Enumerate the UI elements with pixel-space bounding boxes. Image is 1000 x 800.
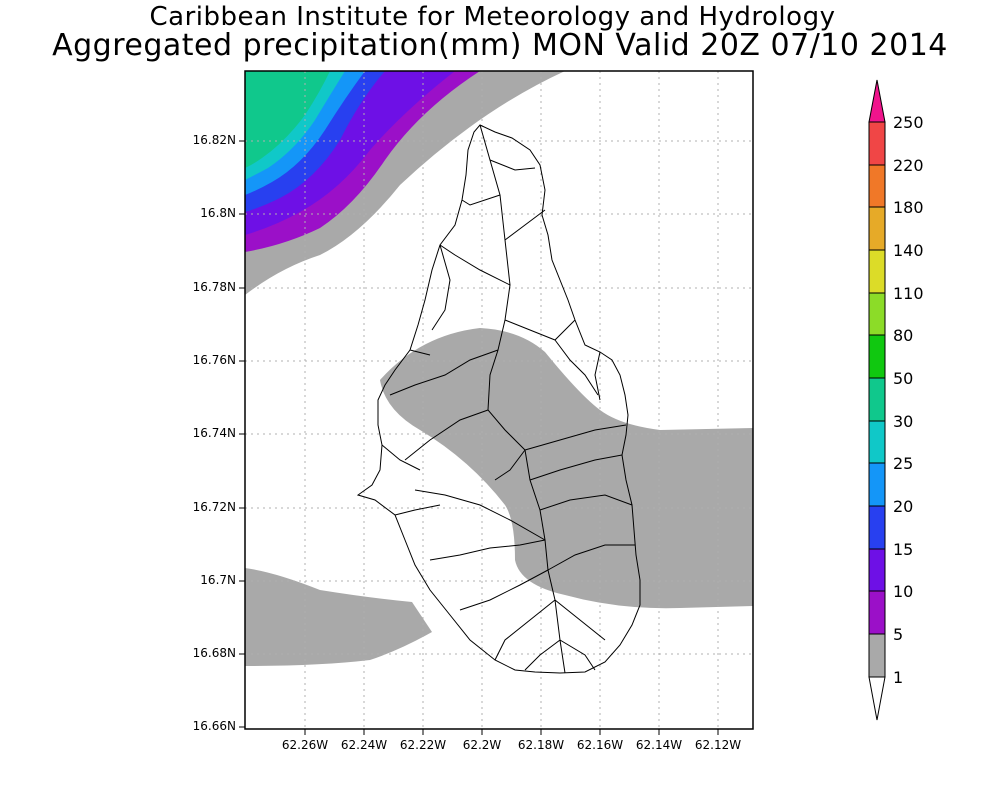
- colorbar-bottom-arrow: [868, 676, 886, 721]
- colorbar: [868, 79, 886, 721]
- precip-1-5-southwest: [245, 568, 432, 666]
- x-tick-label: 62.26W: [281, 738, 329, 752]
- colorbar-top-arrow: [868, 79, 886, 123]
- y-tick-label: 16.82N: [192, 133, 236, 147]
- colorbar-label: 50: [893, 369, 914, 388]
- colorbar-label: 220: [893, 156, 924, 175]
- x-tick-label: 62.24W: [340, 738, 388, 752]
- x-tick-label: 62.18W: [517, 738, 565, 752]
- colorbar-label: 140: [893, 241, 924, 260]
- y-tick-label: 16.78N: [192, 280, 236, 294]
- colorbar-label: 15: [893, 540, 914, 559]
- colorbar-label: 110: [893, 284, 924, 303]
- x-tick-label: 62.14W: [635, 738, 683, 752]
- map-subtitle: Aggregated precipitation(mm) MON Valid 2…: [52, 28, 948, 63]
- y-tick-label: 16.66N: [192, 719, 236, 733]
- colorbar-label: 25: [893, 454, 914, 473]
- y-tick-label: 16.74N: [192, 426, 236, 440]
- y-tick-label: 16.8N: [200, 206, 236, 220]
- y-tick-label: 16.68N: [192, 646, 236, 660]
- x-tick-label: 62.22W: [399, 738, 447, 752]
- island-outline: [356, 124, 641, 674]
- colorbar-label: 180: [893, 198, 924, 217]
- x-tick-label: 62.16W: [576, 738, 624, 752]
- axis-ticks: [239, 140, 719, 735]
- colorbar-label: 20: [893, 497, 914, 516]
- colorbar-label: 250: [893, 113, 924, 132]
- precip-30-50-band: [245, 71, 330, 168]
- x-tick-label: 62.12W: [694, 738, 742, 752]
- y-tick-label: 16.7N: [200, 573, 236, 587]
- colorbar-label: 10: [893, 582, 914, 601]
- colorbar-label: 5: [893, 625, 904, 644]
- colorbar-label: 30: [893, 412, 914, 431]
- map-frame: [244, 70, 754, 730]
- grid: [245, 71, 753, 729]
- colorbar-label: 1: [893, 668, 904, 687]
- precip-shading: [245, 71, 753, 666]
- colorbar-label: 80: [893, 326, 914, 345]
- y-tick-label: 16.72N: [192, 500, 236, 514]
- x-tick-label: 62.2W: [462, 738, 502, 752]
- y-tick-label: 16.76N: [192, 353, 236, 367]
- map-title: Caribbean Institute for Meteorology and …: [149, 2, 836, 32]
